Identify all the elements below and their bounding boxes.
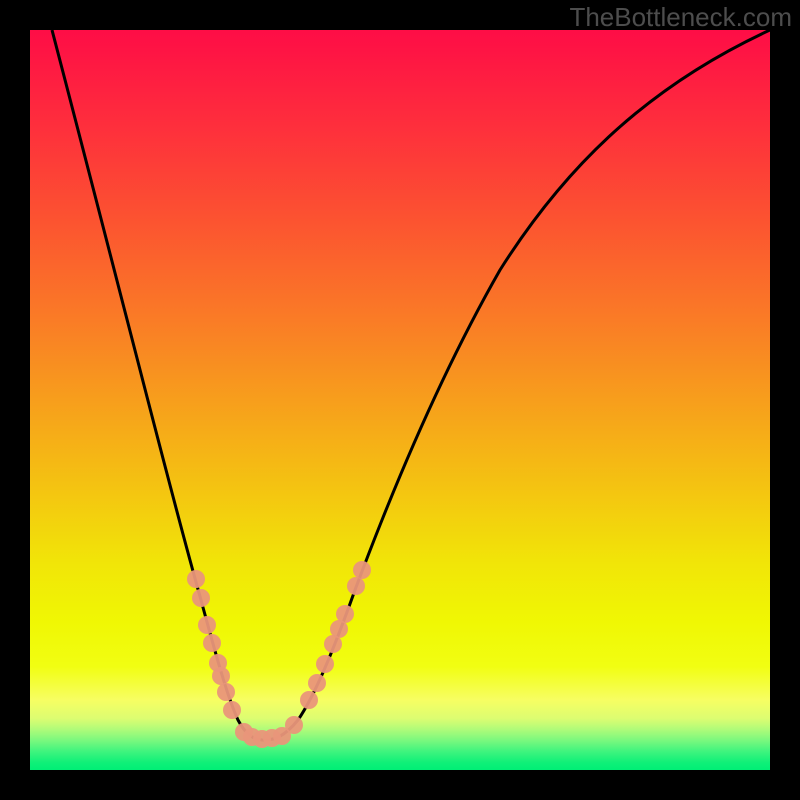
data-marker [308,674,326,692]
watermark-text: TheBottleneck.com [569,2,792,33]
bottleneck-curve [30,30,770,770]
data-marker [198,616,216,634]
data-marker [187,570,205,588]
data-marker [203,634,221,652]
chart-container: TheBottleneck.com [0,0,800,800]
plot-area [30,30,770,770]
data-marker [192,589,210,607]
data-marker [217,683,235,701]
data-marker [336,605,354,623]
data-marker [347,577,365,595]
data-marker [285,716,303,734]
data-marker [300,691,318,709]
data-marker [223,701,241,719]
data-marker [353,561,371,579]
curve-path [52,30,770,740]
data-marker [316,655,334,673]
